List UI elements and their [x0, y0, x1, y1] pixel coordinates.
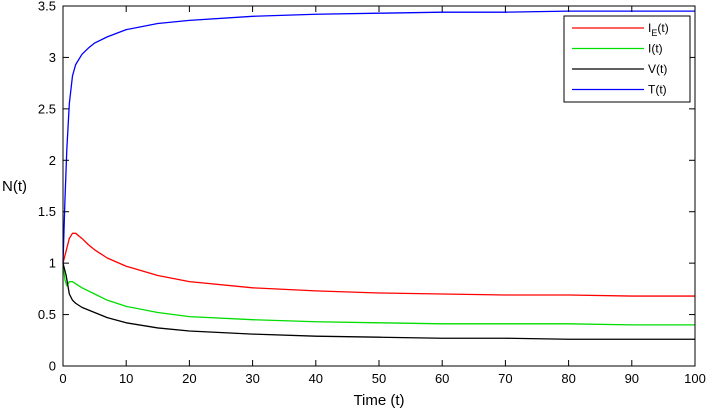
x-tick-label: 100 — [684, 371, 706, 386]
legend-label-tail: (t) — [657, 21, 668, 35]
x-tick-label: 0 — [59, 371, 66, 386]
y-tick-label: 1.5 — [38, 204, 56, 219]
tick-layer: 0 10 20 30 40 50 60 70 80 90 100 0 0.5 1 1.5 2 2.5 3 3.5 — [38, 0, 706, 386]
legend-label-main: T(t) — [648, 83, 667, 97]
x-axis-title: Time (t) — [353, 392, 404, 409]
x-tick-label: 80 — [561, 371, 575, 386]
x-tick-label: 50 — [372, 371, 386, 386]
legend-label-main: I(t) — [648, 42, 663, 56]
x-tick-label: 40 — [309, 371, 323, 386]
plot-frame — [62, 5, 696, 367]
legend-label-main: V(t) — [648, 62, 667, 76]
y-tick-label: 0 — [49, 359, 56, 374]
legend-label-subscript: E — [651, 28, 657, 38]
series-line-0 — [62, 232, 695, 297]
legend-label-3: T(t) — [648, 83, 667, 97]
y-tick-label: 0.5 — [38, 307, 56, 322]
y-axis-title: N(t) — [2, 178, 27, 195]
series-layer — [62, 10, 695, 340]
x-tick-label: 70 — [498, 371, 512, 386]
legend-box — [563, 15, 691, 103]
x-tick-label: 30 — [245, 371, 259, 386]
legend-label-1: I(t) — [648, 42, 663, 56]
x-tick-label: 90 — [625, 371, 639, 386]
y-tick-label: 3.5 — [38, 0, 56, 14]
x-tick-label: 10 — [119, 371, 133, 386]
legend: IE(t)I(t)V(t)T(t) — [563, 15, 691, 103]
y-tick-label: 2.5 — [38, 101, 56, 116]
series-line-1 — [62, 263, 695, 326]
legend-label-0: IE(t) — [648, 21, 669, 38]
y-tick-label: 1 — [49, 256, 56, 271]
y-tick-label: 3 — [49, 50, 56, 65]
series-line-3 — [62, 10, 695, 264]
series-line-2 — [62, 262, 695, 340]
legend-label-main: I — [648, 21, 651, 35]
x-tick-label: 60 — [435, 371, 449, 386]
y-tick-label: 2 — [49, 153, 56, 168]
legend-label-2: V(t) — [648, 62, 667, 76]
x-tick-label: 20 — [182, 371, 196, 386]
